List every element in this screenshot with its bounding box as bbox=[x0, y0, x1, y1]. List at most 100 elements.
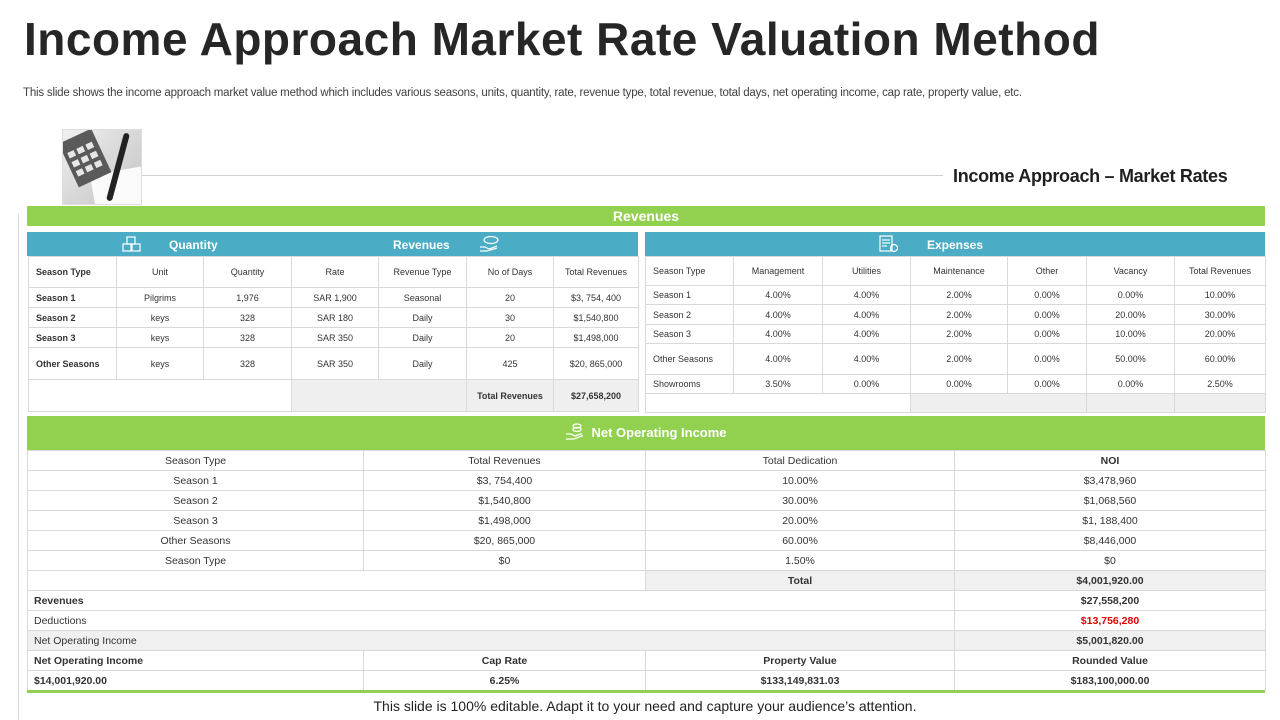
total-value: $27,658,200 bbox=[553, 379, 639, 412]
table-cell: Season 1 bbox=[27, 470, 364, 491]
table-row: Season 3 4.00% 4.00% 2.00% 0.00% 10.00% … bbox=[645, 324, 1266, 344]
column-header: Unit bbox=[116, 256, 204, 288]
valuation-value: 6.25% bbox=[363, 670, 646, 691]
table-row: Season Type $0 1.50% $0 bbox=[27, 550, 1266, 571]
table-cell: $20, 865,000 bbox=[363, 530, 646, 551]
footer-note: This slide is 100% editable. Adapt it to… bbox=[373, 698, 917, 714]
table-cell: 4.00% bbox=[733, 324, 823, 344]
table-cell: 328 bbox=[203, 347, 292, 380]
table-cell: 10.00% bbox=[645, 470, 955, 491]
table-cell: 4.00% bbox=[733, 285, 823, 305]
receipt-icon bbox=[879, 235, 899, 253]
table-cell: 20.00% bbox=[1174, 324, 1266, 344]
noi-table: Season Type Total Revenues Total Dedicat… bbox=[27, 450, 1266, 691]
table-cell: $1,540,800 bbox=[553, 307, 639, 328]
table-cell: SAR 180 bbox=[291, 307, 379, 328]
table-header-row: Season Type Management Utilities Mainten… bbox=[645, 256, 1266, 286]
empty-cell bbox=[27, 570, 646, 591]
table-cell: 2.50% bbox=[1174, 374, 1266, 394]
empty-cell bbox=[28, 379, 292, 412]
table-cell: 20.00% bbox=[645, 510, 955, 531]
table-row: Season 3 $1,498,000 20.00% $1, 188,400 bbox=[27, 510, 1266, 531]
valuation-value: $183,100,000.00 bbox=[954, 670, 1266, 691]
table-row: Other Seasons 4.00% 4.00% 2.00% 0.00% 50… bbox=[645, 343, 1266, 375]
page-title: Income Approach Market Rate Valuation Me… bbox=[24, 13, 1100, 65]
table-cell: 4.00% bbox=[822, 304, 911, 325]
table-cell: 3.50% bbox=[733, 374, 823, 394]
table-row: Season 2 keys 328 SAR 180 Daily 30 $1,54… bbox=[28, 307, 639, 328]
noi-label: Net Operating Income bbox=[27, 630, 955, 651]
column-header: Quantity bbox=[203, 256, 292, 288]
column-header: Maintenance bbox=[910, 256, 1008, 286]
table-cell: $0 bbox=[954, 550, 1266, 571]
table-cell: 4.00% bbox=[733, 304, 823, 325]
valuation-header-row: Net Operating Income Cap Rate Property V… bbox=[27, 650, 1266, 671]
table-cell: Pilgrims bbox=[116, 287, 204, 308]
table-cell: $0 bbox=[363, 550, 646, 571]
table-row: Season 1 Pilgrims 1,976 SAR 1,900 Season… bbox=[28, 287, 639, 308]
valuation-header: Rounded Value bbox=[954, 650, 1266, 671]
column-header: Total Revenues bbox=[1174, 256, 1266, 286]
table-cell: Daily bbox=[378, 307, 467, 328]
deductions-label: Deductions bbox=[27, 610, 955, 631]
coins-hand-icon bbox=[566, 423, 584, 440]
table-row: Other Seasons keys 328 SAR 350 Daily 425… bbox=[28, 347, 639, 380]
expenses-header-label: Expenses bbox=[927, 238, 984, 252]
table-cell: $1,540,800 bbox=[363, 490, 646, 511]
divider-line bbox=[142, 175, 943, 176]
column-header: Rate bbox=[291, 256, 379, 288]
empty-cell bbox=[1174, 393, 1266, 413]
valuation-header: Net Operating Income bbox=[27, 650, 364, 671]
table-cell: $8,446,000 bbox=[954, 530, 1266, 551]
table-cell: 20 bbox=[466, 327, 554, 348]
table-cell: 2.00% bbox=[910, 343, 1008, 375]
column-header: Management bbox=[733, 256, 823, 286]
table-cell: Other Seasons bbox=[27, 530, 364, 551]
table-cell: keys bbox=[116, 307, 204, 328]
expenses-table: Season Type Management Utilities Mainten… bbox=[645, 256, 1266, 413]
valuation-values-row: $14,001,920.00 6.25% $133,149,831.03 $18… bbox=[27, 670, 1266, 691]
table-cell: 0.00% bbox=[1007, 304, 1087, 325]
column-header: Total Dedication bbox=[645, 450, 955, 471]
table-cell: 328 bbox=[203, 307, 292, 328]
table-cell: $1,068,560 bbox=[954, 490, 1266, 511]
table-cell: Daily bbox=[378, 347, 467, 380]
table-cell: 4.00% bbox=[822, 343, 911, 375]
deductions-value: $13,756,280 bbox=[954, 610, 1266, 631]
revenue-table: Season Type Unit Quantity Rate Revenue T… bbox=[28, 256, 639, 412]
revenues-bar: Revenues bbox=[27, 206, 1265, 226]
table-cell: Season 3 bbox=[28, 327, 117, 348]
table-cell: $3, 754,400 bbox=[363, 470, 646, 491]
table-cell: 10.00% bbox=[1086, 324, 1175, 344]
valuation-value: $133,149,831.03 bbox=[645, 670, 955, 691]
table-cell: Seasonal bbox=[378, 287, 467, 308]
deductions-row: Deductions $13,756,280 bbox=[27, 610, 1266, 631]
bottom-accent-line bbox=[27, 690, 1265, 693]
table-cell: 0.00% bbox=[1007, 324, 1087, 344]
table-cell: 425 bbox=[466, 347, 554, 380]
revenues-row: Revenues $27,558,200 bbox=[27, 590, 1266, 611]
table-cell: 20.00% bbox=[1086, 304, 1175, 325]
boxes-icon bbox=[122, 236, 141, 252]
table-cell: Season Type bbox=[27, 550, 364, 571]
column-header: Season Type bbox=[27, 450, 364, 471]
table-cell: $3, 754, 400 bbox=[553, 287, 639, 308]
table-cell: SAR 350 bbox=[291, 347, 379, 380]
table-cell: $3,478,960 bbox=[954, 470, 1266, 491]
table-cell: 0.00% bbox=[1086, 374, 1175, 394]
column-header: Total Revenues bbox=[553, 256, 639, 288]
table-cell: Other Seasons bbox=[645, 343, 734, 375]
column-header: Vacancy bbox=[1086, 256, 1175, 286]
column-header: No of Days bbox=[466, 256, 554, 288]
empty-cell bbox=[1086, 393, 1175, 413]
empty-cell bbox=[910, 393, 1087, 413]
noi-row: Net Operating Income $5,001,820.00 bbox=[27, 630, 1266, 651]
quantity-header-label: Quantity bbox=[169, 238, 218, 252]
valuation-value: $14,001,920.00 bbox=[27, 670, 364, 691]
table-cell: Other Seasons bbox=[28, 347, 117, 380]
total-row: Total $4,001,920.00 bbox=[27, 570, 1266, 591]
total-value: $4,001,920.00 bbox=[954, 570, 1266, 591]
table-cell: 10.00% bbox=[1174, 285, 1266, 305]
column-header: Revenue Type bbox=[378, 256, 467, 288]
table-cell: Season 2 bbox=[645, 304, 734, 325]
